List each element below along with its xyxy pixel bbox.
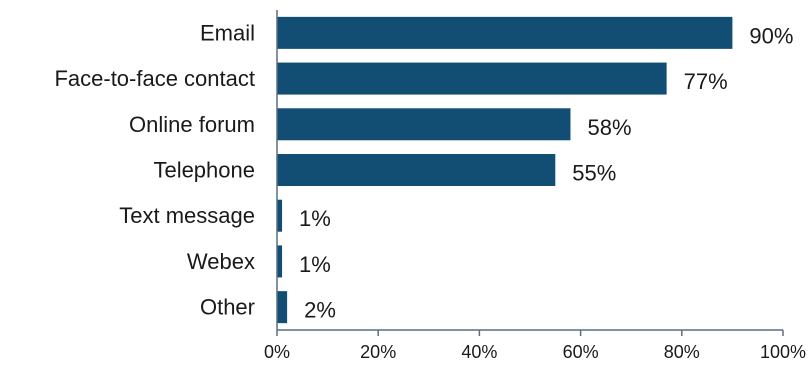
category-label: Webex <box>187 249 255 274</box>
x-tick-label: 80% <box>664 342 700 362</box>
x-axis-ticks: 0% 20% 40% 60% 80% 100% <box>264 330 806 362</box>
category-label: Text message <box>119 203 255 228</box>
category-label: Telephone <box>153 158 255 183</box>
value-label: 1% <box>299 252 331 277</box>
bar-other <box>277 291 288 324</box>
x-tick-label: 100% <box>760 342 806 362</box>
category-label: Other <box>200 295 255 320</box>
category-label: Email <box>200 20 255 45</box>
value-label: 2% <box>304 298 336 323</box>
bar-face-to-face-contact <box>277 62 667 95</box>
value-label: 58% <box>587 115 631 140</box>
bar-online-forum <box>277 108 571 141</box>
category-labels: Email Face-to-face contact Online forum Tel… <box>54 20 255 319</box>
x-tick-label: 0% <box>264 342 290 362</box>
x-tick-label: 60% <box>563 342 599 362</box>
bar-webex <box>277 245 283 278</box>
bar-text-message <box>277 199 283 232</box>
x-tick-label: 40% <box>461 342 497 362</box>
x-tick-label: 20% <box>360 342 396 362</box>
bars-group <box>277 16 733 324</box>
value-labels: 90% 77% 58% 55% 1% 1% 2% <box>299 23 793 322</box>
category-label: Online forum <box>129 112 255 137</box>
value-label: 55% <box>572 161 616 186</box>
value-label: 90% <box>749 23 793 48</box>
category-label: Face-to-face contact <box>54 66 255 91</box>
value-label: 77% <box>684 69 728 94</box>
value-label: 1% <box>299 206 331 231</box>
bar-email <box>277 16 733 49</box>
bar-telephone <box>277 154 556 186</box>
